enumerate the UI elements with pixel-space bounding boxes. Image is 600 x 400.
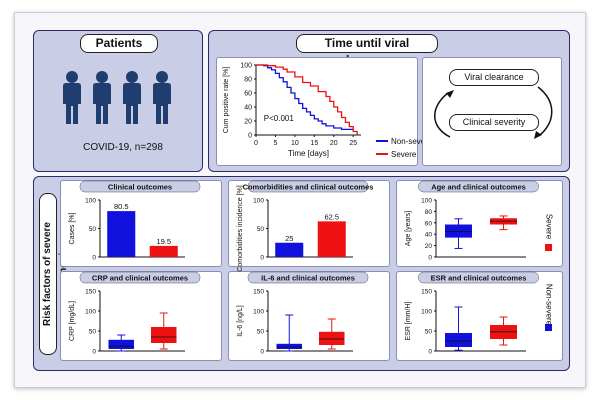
bar-nonsevere <box>107 211 136 257</box>
bar-data-label: 25 <box>285 234 293 243</box>
chart-title: IL-6 and clinical outcomes <box>261 274 355 283</box>
chart-y-tick-label: 100 <box>421 198 432 205</box>
bar-data-label: 19.5 <box>156 237 171 246</box>
chart-title: Comorbidities and clinical outcomes <box>243 183 374 192</box>
person-icon <box>93 71 111 124</box>
km-y-label: Cum positive rate [%] <box>223 67 230 134</box>
cycle-arrows <box>434 86 553 139</box>
box-nonsevere <box>445 333 472 347</box>
km-plot-area <box>216 57 418 166</box>
box-severe <box>151 327 177 343</box>
patients-title: Patients <box>80 34 158 53</box>
legend-nonsevere-label: Non-severe <box>544 283 554 326</box>
km-series-nonsevere <box>256 64 354 131</box>
km-y-tick-label: 20 <box>244 119 252 126</box>
chart-crp <box>60 271 222 361</box>
km-y-tick-label: 100 <box>240 63 252 70</box>
box-severe <box>319 331 345 345</box>
chart-title-pill <box>79 271 201 284</box>
chart-y-tick-label: 80 <box>425 209 433 216</box>
chart-y-tick-label: 100 <box>85 309 96 316</box>
chart-title: CRP and clinical outcomes <box>92 274 188 283</box>
chart-y-tick-label: 60 <box>425 220 433 227</box>
bar-data-label: 80.5 <box>114 202 129 211</box>
chart-title-pill <box>79 180 201 193</box>
km-x-tick-label: 20 <box>330 140 338 147</box>
km-x-tick-label: 5 <box>273 140 277 147</box>
km-x-label: Time [days] <box>288 149 329 158</box>
chart-esr <box>396 271 563 361</box>
chart-y-tick-label: 50 <box>257 329 265 336</box>
km-x-tick-label: 0 <box>254 140 258 147</box>
km-x-tick-label: 10 <box>291 140 299 147</box>
chart-y-tick-label: 0 <box>92 349 96 356</box>
km-legend-nonsevere-label: Non-severe <box>391 137 433 146</box>
bar-data-label: 62.5 <box>324 212 339 221</box>
chart-y-tick-label: 0 <box>260 255 264 262</box>
chart-title: Age and clinical outcomes <box>431 183 526 192</box>
chart-y-label: Cases [%] <box>69 212 76 244</box>
chart-y-tick-label: 100 <box>421 309 432 316</box>
box-nonsevere <box>276 343 302 349</box>
cycle-clinical-severity: Clinical severity <box>449 114 539 131</box>
chart-y-tick-label: 100 <box>253 309 264 316</box>
patients-icon-group <box>63 71 171 124</box>
chart-y-tick-label: 50 <box>89 226 97 233</box>
chart-y-tick-label: 0 <box>428 349 432 356</box>
chart-y-tick-label: 150 <box>85 289 96 296</box>
km-legend-severe-label: Severe <box>391 150 417 159</box>
legend-severe-label: Severe <box>544 213 554 240</box>
legend-severe-swatch <box>545 244 552 251</box>
chart-title-pill <box>418 180 539 193</box>
chart-y-tick-label: 0 <box>92 255 96 262</box>
chart-comorbidities <box>228 180 390 267</box>
chart-y-tick-label: 100 <box>253 198 264 205</box>
chart-y-label: Age [years] <box>405 211 412 246</box>
chart-clinical-outcomes <box>60 180 222 267</box>
chart-y-label: IL-6 [ng/L] <box>237 305 244 337</box>
km-y-tick-label: 0 <box>248 133 252 140</box>
chart-y-label: ESR [mm/H] <box>405 302 412 341</box>
chart-y-tick-label: 150 <box>421 289 432 296</box>
chart-y-tick-label: 40 <box>425 232 433 239</box>
person-icon <box>153 71 171 124</box>
km-x-tick-label: 15 <box>310 140 318 147</box>
chart-y-tick-label: 0 <box>428 255 432 262</box>
km-y-tick-label: 40 <box>244 105 252 112</box>
chart-y-tick-label: 50 <box>89 329 97 336</box>
km-chart: 0 5 10 15 20 25 0 20 40 60 80 100 Time [days] Cum pos… <box>223 63 433 160</box>
chart-y-label: Comorbidities incidence [%] <box>237 185 244 271</box>
chart-y-tick-label: 20 <box>425 243 433 250</box>
chart-y-tick-label: 50 <box>425 329 433 336</box>
km-series-severe <box>256 64 358 135</box>
chart-title: Clinical outcomes <box>108 183 172 192</box>
chart-title: ESR and clinical outcomes <box>431 274 527 283</box>
chart-y-tick-label: 100 <box>85 198 96 205</box>
chart-y-tick-label: 50 <box>257 226 265 233</box>
km-y-tick-label: 60 <box>244 91 252 98</box>
chart-y-tick-label: 0 <box>260 349 264 356</box>
bar-nonsevere <box>275 242 304 257</box>
box-nonsevere <box>108 339 134 349</box>
chart-il6 <box>228 271 390 361</box>
chart-title-pill <box>418 271 539 284</box>
chart-title-pill <box>247 180 369 193</box>
chart-y-label: CRP [mg/dL] <box>69 301 76 341</box>
km-pvalue: P<0.001 <box>264 114 295 123</box>
person-icon <box>63 71 81 124</box>
chart-title-pill <box>247 271 369 284</box>
patients-caption: COVID-19, n=298 <box>83 142 163 153</box>
chart-age <box>396 180 563 267</box>
bar-severe <box>317 221 346 257</box>
cycle-viral-clearance: Viral clearance <box>449 69 539 86</box>
km-y-tick-label: 80 <box>244 77 252 84</box>
chart-y-tick-label: 150 <box>253 289 264 296</box>
person-icon <box>123 71 141 124</box>
legend-nonsevere-swatch <box>545 324 552 331</box>
patients-panel <box>33 30 203 172</box>
bar-severe <box>149 245 178 257</box>
km-x-tick-label: 25 <box>349 140 357 147</box>
